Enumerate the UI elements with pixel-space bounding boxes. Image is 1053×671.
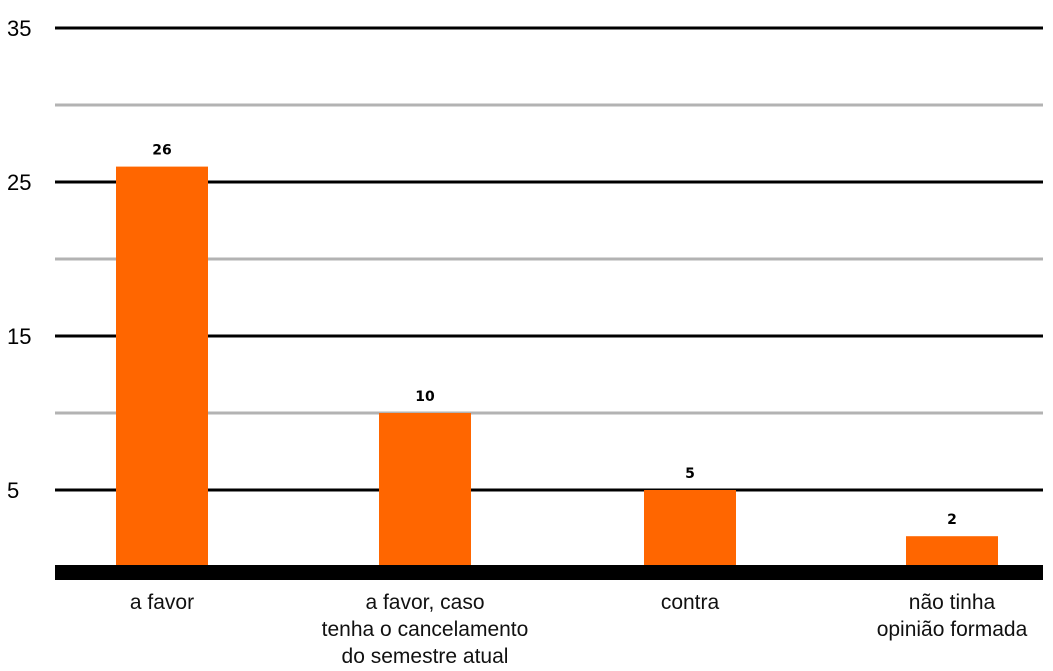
x-category-label: a favor	[130, 591, 194, 614]
data-label: 5	[685, 466, 695, 482]
x-category-label: não tinha opinião formada	[877, 591, 1028, 641]
x-category-label-line: opinião formada	[877, 618, 1028, 641]
data-label: 26	[152, 143, 171, 159]
y-tick-label: 25	[7, 170, 31, 195]
y-tick-label: 5	[7, 478, 19, 503]
x-category-label-line: a favor, caso	[365, 591, 484, 614]
x-axis-category-labels: a favor a favor, caso tenha o cancelamento…	[130, 591, 1028, 668]
bar	[906, 536, 998, 567]
data-label: 10	[415, 389, 435, 405]
x-axis-baseline-bar	[55, 565, 1043, 580]
x-category-label-line: a favor	[130, 591, 194, 614]
x-axis-baseline	[55, 565, 1043, 580]
x-category-label-line: não tinha	[909, 591, 996, 614]
data-labels: 26 10 5 2	[152, 143, 957, 529]
y-tick-label: 15	[7, 324, 31, 349]
gridlines	[55, 26, 1043, 492]
y-axis-ticks: 5 15 25 35	[7, 16, 31, 503]
x-category-label-line: tenha o cancelamento	[322, 618, 529, 641]
data-label: 2	[947, 512, 957, 528]
bar	[116, 166, 208, 567]
x-category-label-line: contra	[661, 591, 720, 614]
bar	[379, 413, 471, 567]
x-category-label: a favor, caso tenha o cancelamento do seme…	[322, 591, 529, 668]
x-category-label: contra	[661, 591, 720, 614]
bar	[644, 490, 736, 567]
y-tick-label: 35	[7, 16, 31, 41]
bars	[116, 166, 998, 567]
x-category-label-line: do semestre atual	[342, 645, 509, 668]
